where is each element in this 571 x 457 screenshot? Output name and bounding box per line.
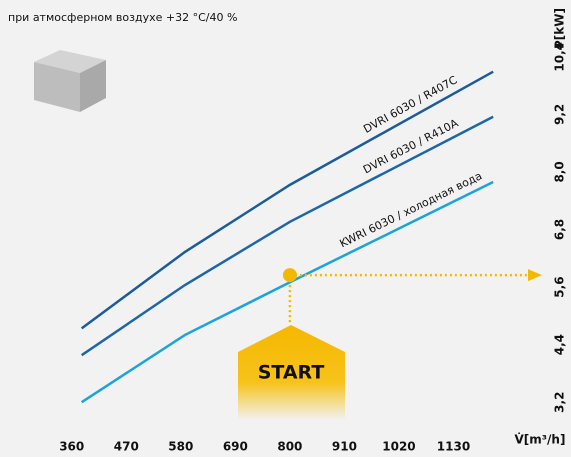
- y-tick-label: 5,6: [553, 276, 567, 297]
- series-label: KWRI 6030 / холодная вода: [338, 169, 485, 250]
- x-tick-label: 800: [277, 440, 302, 454]
- guide-arrow: [528, 269, 542, 282]
- start-badge: [238, 325, 345, 420]
- series-line: [80, 180, 494, 404]
- x-tick-label: 1020: [382, 440, 415, 454]
- x-tick-label: 910: [332, 440, 357, 454]
- y-tick-label: 4,4: [553, 334, 567, 355]
- y-axis-label: P[kW]: [553, 8, 567, 49]
- y-tick-label: 3,2: [553, 392, 567, 413]
- x-tick-label: 690: [223, 440, 248, 454]
- series-line: [80, 115, 494, 357]
- y-tick-label: 9,2: [553, 104, 567, 125]
- start-label: START: [258, 362, 325, 384]
- y-tick-label: 8,0: [553, 161, 567, 182]
- x-tick-label: 1130: [437, 440, 470, 454]
- product-icon: [34, 50, 106, 112]
- x-tick-label: 580: [168, 440, 193, 454]
- series-line: [80, 70, 494, 330]
- y-tick-label: 6,8: [553, 219, 567, 240]
- x-tick-label: 470: [114, 440, 139, 454]
- start-point: [282, 268, 297, 283]
- chart-title: при атмосферном воздухе +32 °C/40 %: [8, 11, 237, 24]
- y-tick-label: 10,4: [553, 42, 567, 72]
- x-axis-label: V̇[m³/h]: [515, 432, 566, 446]
- x-tick-label: 360: [59, 440, 84, 454]
